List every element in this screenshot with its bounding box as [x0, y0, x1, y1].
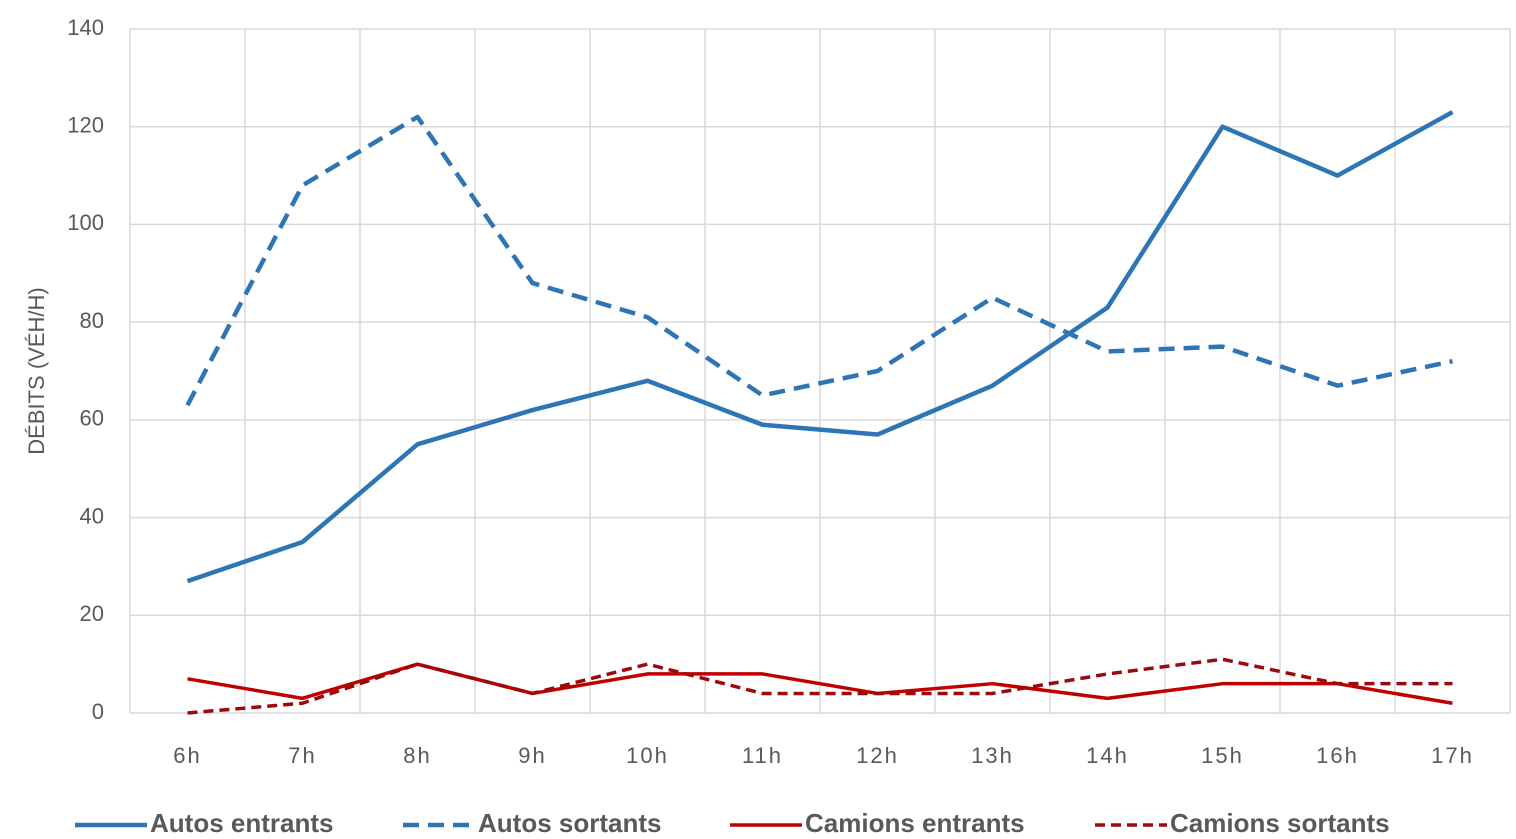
y-tick-label: 140 — [67, 15, 104, 40]
x-tick-label: 14h — [1086, 743, 1129, 768]
x-tick-label: 16h — [1316, 743, 1359, 768]
legend-label: Autos sortants — [478, 808, 661, 838]
legend-label: Camions entrants — [805, 808, 1025, 838]
x-tick-label: 9h — [518, 743, 546, 768]
legend-label: Camions sortants — [1170, 808, 1390, 838]
x-tick-label: 7h — [288, 743, 316, 768]
series-line — [186, 110, 1454, 584]
x-tick-label: 8h — [403, 743, 431, 768]
x-tick-label: 10h — [626, 743, 669, 768]
x-tick-label: 13h — [971, 743, 1014, 768]
y-tick-label: 80 — [80, 308, 104, 333]
y-tick-label: 20 — [80, 601, 104, 626]
y-axis-label: DÉBITS (VÉH/H) — [24, 287, 49, 454]
x-tick-label: 15h — [1201, 743, 1244, 768]
x-tick-label: 17h — [1431, 743, 1474, 768]
series-line — [187, 657, 1453, 715]
legend-label: Autos entrants — [150, 808, 333, 838]
y-tick-label: 60 — [80, 406, 104, 431]
x-tick-label: 6h — [173, 743, 201, 768]
x-tick-label: 12h — [856, 743, 899, 768]
x-tick-label: 11h — [742, 743, 783, 768]
y-tick-label: 100 — [67, 210, 104, 235]
y-tick-label: 0 — [92, 699, 104, 724]
y-tick-label: 120 — [67, 113, 104, 138]
y-tick-label: 40 — [80, 503, 104, 528]
series-line — [185, 114, 1453, 407]
